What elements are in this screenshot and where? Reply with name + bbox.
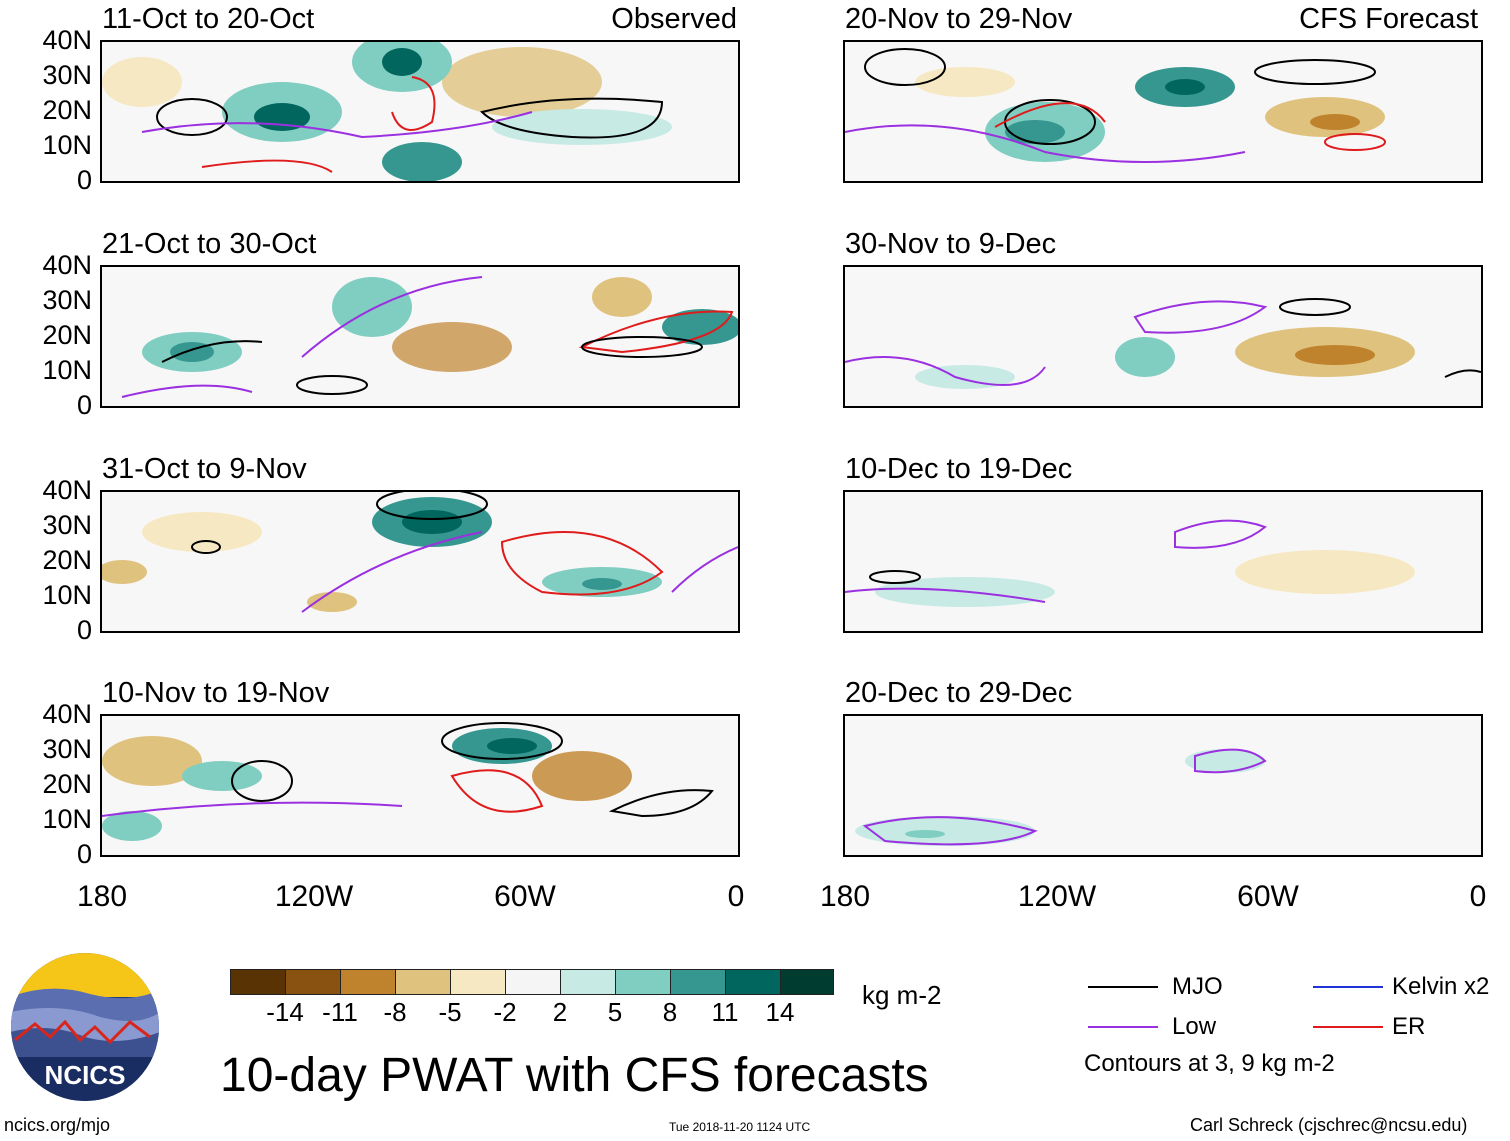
lat-label: 20N <box>42 545 92 575</box>
colorbar-label: -14 <box>266 997 304 1027</box>
lat-label: 20N <box>42 769 92 799</box>
lon-label: 60W <box>1237 880 1299 913</box>
contours-note: Contours at 3, 9 kg m-2 <box>1084 1050 1335 1077</box>
lat-label: 40N <box>42 475 92 505</box>
colorbar-label: 2 <box>552 997 568 1027</box>
panel-title-right-4: 20-Dec to 29-Dec <box>845 677 1073 709</box>
observed-header: Observed <box>611 3 737 35</box>
lon-label: 120W <box>274 880 354 913</box>
colorbar-swatch <box>671 970 726 994</box>
lat-label: 10N <box>42 355 92 385</box>
panel-title-right-1: 20-Nov to 29-Nov <box>845 3 1073 35</box>
lon-label: 180 <box>76 880 128 913</box>
main-title: 10-day PWAT with CFS forecasts <box>220 1049 929 1102</box>
lat-label: 20N <box>42 320 92 350</box>
legend-label-kelvin: Kelvin x2 <box>1392 973 1490 1000</box>
map-panel-left-3 <box>100 490 740 633</box>
legend-label-low: Low <box>1172 1013 1217 1040</box>
colorbar-swatch <box>396 970 451 994</box>
legend-label-mjo: MJO <box>1172 973 1223 1000</box>
cfs-forecast-header: CFS Forecast <box>1299 3 1478 35</box>
colorbar-label: -2 <box>493 997 517 1027</box>
map-panel-left-2 <box>100 265 740 408</box>
lon-label: 60W <box>494 880 556 913</box>
colorbar-label: -11 <box>322 997 358 1027</box>
logo-text: NCICS <box>45 1060 126 1090</box>
lat-label: 30N <box>42 510 92 540</box>
lat-label: 0 <box>76 839 92 869</box>
colorbar-swatch <box>616 970 671 994</box>
lat-label: 40N <box>42 699 92 729</box>
lat-label: 10N <box>42 580 92 610</box>
panel-title-right-3: 10-Dec to 19-Dec <box>845 453 1073 485</box>
legend-line-low <box>1088 1026 1158 1028</box>
footer-timestamp: Tue 2018-11-20 1124 UTC <box>669 1120 811 1134</box>
colorbar-swatch <box>561 970 616 994</box>
colorbar-swatch <box>781 970 833 994</box>
colorbar <box>230 969 834 995</box>
lat-label: 0 <box>76 165 92 195</box>
lon-label: 0 <box>727 880 745 913</box>
lon-label: 0 <box>1469 880 1487 913</box>
colorbar-units: kg m-2 <box>862 980 942 1010</box>
colorbar-label: -8 <box>383 997 407 1027</box>
footer-credit: Carl Schreck (cjschrec@ncsu.edu) <box>1190 1115 1468 1135</box>
lat-label: 40N <box>42 250 92 280</box>
colorbar-swatch <box>451 970 506 994</box>
panel-title-right-2: 30-Nov to 9-Dec <box>845 228 1057 260</box>
panel-title-left-1: 11-Oct to 20-Oct <box>102 3 315 35</box>
map-panel-left-4 <box>100 714 740 857</box>
legend-line-mjo <box>1088 986 1158 988</box>
lat-label: 30N <box>42 285 92 315</box>
panel-title-left-4: 10-Nov to 19-Nov <box>102 677 330 709</box>
footer-url: ncics.org/mjo <box>4 1115 111 1135</box>
panel-title-left-3: 31-Oct to 9-Nov <box>102 453 307 485</box>
lat-label: 20N <box>42 95 92 125</box>
colorbar-label: -5 <box>438 997 462 1027</box>
lat-label: 0 <box>76 615 92 645</box>
lat-label: 10N <box>42 804 92 834</box>
colorbar-label: 8 <box>662 997 678 1027</box>
colorbar-label: 11 <box>711 997 739 1027</box>
panel-title-left-2: 21-Oct to 30-Oct <box>102 228 317 260</box>
map-panel-right-3 <box>843 490 1483 633</box>
colorbar-label: 14 <box>765 997 795 1027</box>
map-panel-right-1 <box>843 40 1483 183</box>
legend-label-er: ER <box>1392 1013 1426 1040</box>
lat-label: 30N <box>42 734 92 764</box>
lat-label: 40N <box>42 25 92 55</box>
lat-label: 10N <box>42 130 92 160</box>
colorbar-swatch <box>506 970 561 994</box>
lat-label: 30N <box>42 60 92 90</box>
map-panel-right-4 <box>843 714 1483 857</box>
colorbar-swatch <box>341 970 396 994</box>
colorbar-swatch <box>231 970 286 994</box>
lat-label: 0 <box>76 390 92 420</box>
colorbar-swatch <box>726 970 781 994</box>
lon-label: 120W <box>1017 880 1097 913</box>
legend-line-kelvin <box>1313 986 1383 988</box>
map-panel-right-2 <box>843 265 1483 408</box>
lon-label: 180 <box>819 880 871 913</box>
ncics-logo: NCICS <box>10 952 160 1102</box>
colorbar-label: 5 <box>607 997 623 1027</box>
map-panel-left-1 <box>100 40 740 183</box>
colorbar-swatch <box>286 970 341 994</box>
legend-line-er <box>1313 1026 1383 1028</box>
